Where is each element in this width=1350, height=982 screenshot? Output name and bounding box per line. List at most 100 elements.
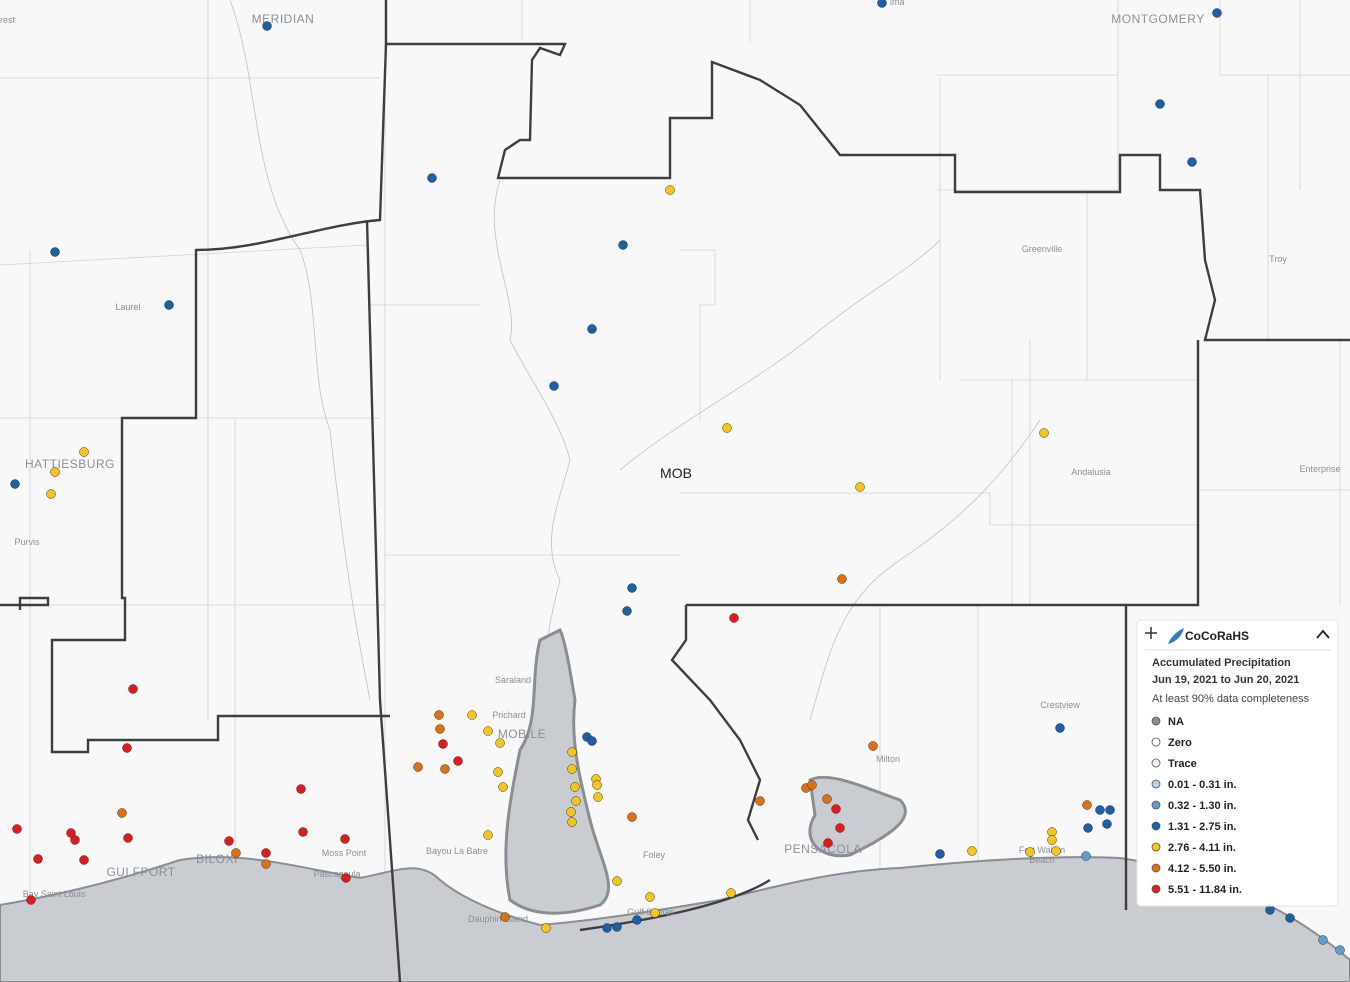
observation-dot — [632, 915, 642, 925]
observation-dot — [79, 855, 89, 865]
observation-dot — [261, 859, 271, 869]
legend-swatch — [1151, 821, 1161, 831]
place-label: Greenville — [1022, 244, 1063, 254]
observation-dot — [587, 324, 597, 334]
observation-dot — [453, 756, 463, 766]
observation-dot — [935, 849, 945, 859]
observation-dot — [1285, 913, 1295, 923]
observation-dot — [665, 185, 675, 195]
observation-dot — [33, 854, 43, 864]
observation-dot — [567, 764, 577, 774]
observation-dot — [541, 923, 551, 933]
place-label: Saraland — [495, 675, 531, 685]
rivers — [229, 0, 1041, 721]
place-label: Dauphin Island — [468, 914, 528, 924]
place-label: Troy — [1269, 254, 1287, 264]
place-label: Beach — [1029, 855, 1055, 865]
legend-box — [1136, 619, 1339, 907]
place-label: MOBILE — [498, 727, 546, 741]
observation-dot — [587, 736, 597, 746]
observation-dot — [1025, 847, 1035, 857]
place-label: Bayou La Batre — [426, 846, 488, 856]
legend-label: 5.51 - 11.84 in. — [1168, 884, 1242, 896]
observation-dot — [1081, 851, 1091, 861]
observation-dot — [483, 830, 493, 840]
observation-dot — [877, 0, 887, 8]
observation-dot — [722, 423, 732, 433]
observation-dot — [495, 738, 505, 748]
observation-dot — [261, 848, 271, 858]
observation-dot — [618, 240, 628, 250]
legend-label: 0.32 - 1.30 in. — [1168, 800, 1236, 812]
observation-dot — [645, 892, 655, 902]
collapse-button[interactable] — [1316, 629, 1330, 639]
legend-dates: Jun 19, 2021 to Jun 20, 2021 — [1152, 674, 1299, 686]
pensacola-bay — [808, 775, 907, 858]
move-icon[interactable] — [1145, 627, 1157, 639]
legend-swatch — [1151, 737, 1161, 747]
observation-dot — [567, 817, 577, 827]
legend-label: 4.12 - 5.50 in. — [1168, 863, 1236, 875]
place-label: Purvis — [14, 537, 40, 547]
place-label: Laurel — [115, 302, 140, 312]
observation-dot — [837, 574, 847, 584]
legend-swatch — [1151, 779, 1161, 789]
observation-dot — [855, 482, 865, 492]
observation-dot — [1187, 157, 1197, 167]
place-label: Crestview — [1040, 700, 1080, 710]
observation-dot — [831, 804, 841, 814]
observation-dot — [726, 888, 736, 898]
observation-dot — [967, 846, 977, 856]
legend-note: At least 90% data completeness — [1152, 693, 1310, 705]
observation-dot — [117, 808, 127, 818]
observation-dot — [500, 912, 510, 922]
observation-dot — [1265, 905, 1275, 915]
observation-dot — [592, 780, 602, 790]
observation-dot — [612, 922, 622, 932]
observation-dot — [79, 447, 89, 457]
observation-dot — [868, 741, 878, 751]
legend-swatch — [1151, 884, 1161, 894]
place-labels: rest MERIDIAN lma MONTGOMERY Laurel Greenvill… — [0, 0, 1341, 924]
observation-dot — [12, 824, 22, 834]
place-label: lma — [890, 0, 905, 7]
place-label: HATTIESBURG — [25, 457, 115, 471]
place-label: Prichard — [492, 710, 526, 720]
observation-dot — [1212, 8, 1222, 18]
observation-dot — [1055, 723, 1065, 733]
legend-heading: Accumulated Precipitation — [1152, 657, 1291, 669]
observation-dot — [427, 173, 437, 183]
observation-dot — [729, 613, 739, 623]
observation-dot — [123, 833, 133, 843]
observation-dot — [340, 834, 350, 844]
place-label: Pascagoula — [313, 869, 360, 879]
observation-dot — [549, 381, 559, 391]
place-label: Foley — [643, 850, 666, 860]
gulf — [0, 856, 1350, 982]
legend-swatch — [1151, 800, 1161, 810]
observation-dot — [50, 247, 60, 257]
observation-dot — [440, 764, 450, 774]
legend-label: Zero — [1168, 737, 1192, 749]
observation-dot — [1047, 827, 1057, 837]
legend-label: 0.01 - 0.31 in. — [1168, 779, 1236, 791]
legend-label: NA — [1168, 716, 1184, 728]
legend-title: CoCoRaHS — [1185, 629, 1249, 643]
observation-dot — [807, 780, 817, 790]
observation-dot — [483, 726, 493, 736]
observation-dot — [835, 823, 845, 833]
observation-dot — [26, 895, 36, 905]
observation-dot — [1051, 846, 1061, 856]
observation-dot — [1039, 428, 1049, 438]
observation-dot — [122, 743, 132, 753]
observation-dot — [1095, 805, 1105, 815]
observation-dot — [1318, 935, 1328, 945]
legend-swatch — [1151, 842, 1161, 852]
observation-dot — [822, 794, 832, 804]
place-label: GULFPORT — [106, 865, 175, 879]
observation-dot — [70, 835, 80, 845]
observation-dot — [493, 767, 503, 777]
observation-dot — [823, 838, 833, 848]
place-label: Enterprise — [1299, 464, 1340, 474]
